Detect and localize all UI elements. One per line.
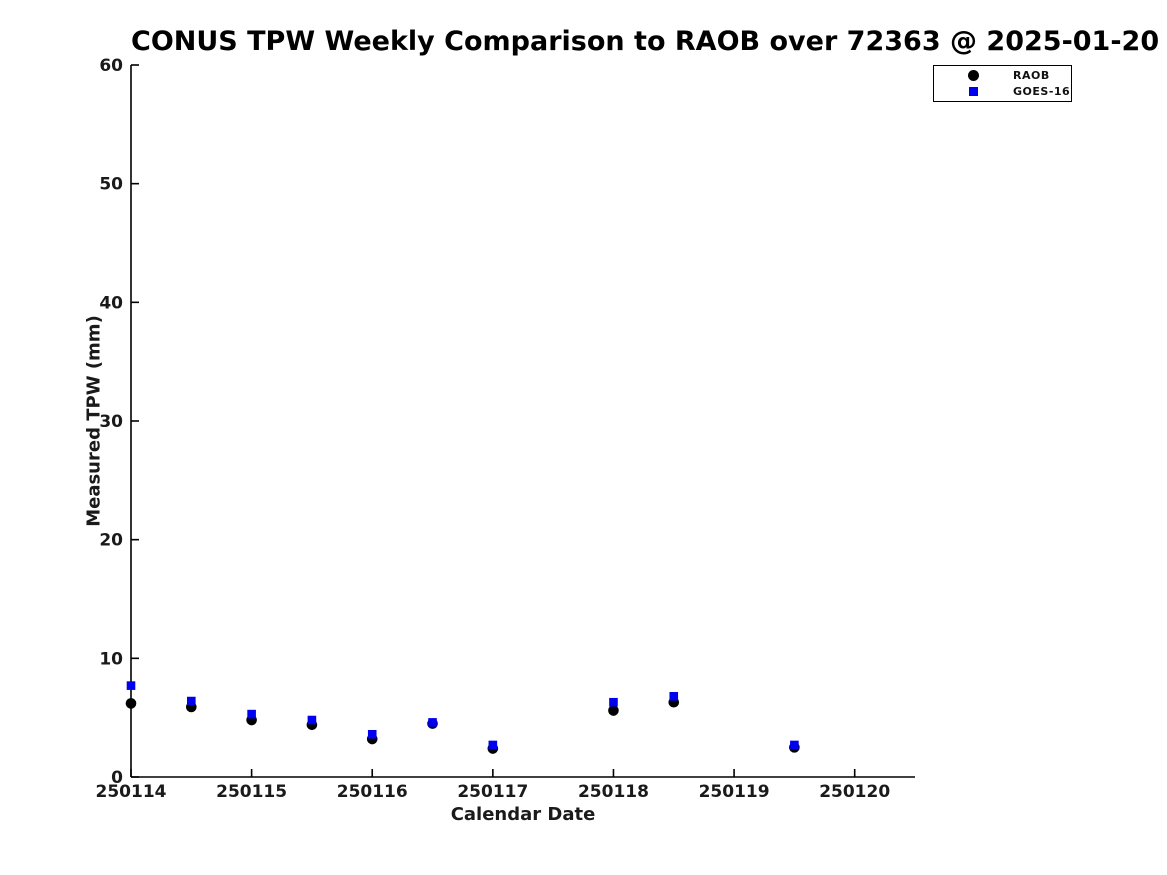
legend-label-raob: RAOB xyxy=(1013,69,1050,82)
y-tick-label: 0 xyxy=(111,768,123,788)
y-tick-label: 20 xyxy=(99,531,123,551)
goes16-data-point xyxy=(488,740,498,750)
y-tick-label: 50 xyxy=(99,175,123,195)
goes16-square-marker-icon xyxy=(967,86,979,98)
x-tick-label: 250119 xyxy=(699,782,770,802)
y-tick-label: 30 xyxy=(99,412,123,432)
legend-label-goes16: GOES-16 xyxy=(1013,85,1071,98)
goes16-data-point xyxy=(247,709,256,719)
y-tick-label: 40 xyxy=(99,293,123,313)
x-tick-label: 250120 xyxy=(819,782,890,802)
legend: RAOB GOES-16 xyxy=(933,65,1072,102)
raob-data-point xyxy=(608,705,619,716)
goes16-data-point xyxy=(307,715,317,725)
y-tick-label: 60 xyxy=(99,56,123,76)
goes16-data-point xyxy=(367,729,377,739)
x-axis-label: Calendar Date xyxy=(450,804,596,825)
goes16-data-point xyxy=(126,681,136,690)
goes16-data-point xyxy=(187,696,196,706)
goes16-data-point xyxy=(609,697,618,707)
legend-item-goes16: GOES-16 xyxy=(934,85,1071,98)
x-tick-label: 250118 xyxy=(578,782,649,802)
y-tick-label: 10 xyxy=(99,649,123,669)
legend-item-raob: RAOB xyxy=(934,69,1071,82)
goes16-data-point xyxy=(790,740,799,750)
raob-circle-marker-icon xyxy=(967,70,979,82)
raob-data-point xyxy=(125,698,137,709)
x-tick-label: 250115 xyxy=(216,782,287,802)
x-tick-label: 250117 xyxy=(457,782,528,802)
x-tick-label: 250116 xyxy=(337,782,408,802)
goes16-data-point xyxy=(428,718,437,727)
goes16-data-point xyxy=(669,692,679,701)
x-tick-label: 250114 xyxy=(96,782,167,802)
